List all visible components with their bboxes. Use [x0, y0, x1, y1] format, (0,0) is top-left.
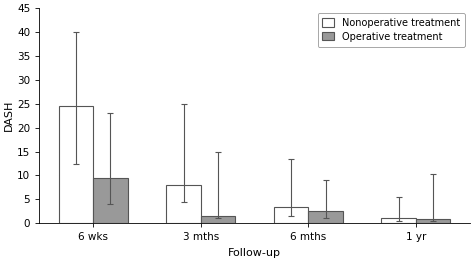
- Y-axis label: DASH: DASH: [4, 100, 14, 132]
- Bar: [382, 219, 416, 223]
- Legend: Nonoperative treatment, Operative treatment: Nonoperative treatment, Operative treatm…: [318, 13, 465, 47]
- Bar: [416, 220, 450, 223]
- X-axis label: Follow-up: Follow-up: [228, 248, 281, 258]
- Bar: [308, 211, 343, 223]
- Bar: [274, 206, 308, 223]
- Bar: [166, 185, 201, 223]
- Bar: [93, 178, 128, 223]
- Bar: [201, 216, 235, 223]
- Bar: [59, 106, 93, 223]
